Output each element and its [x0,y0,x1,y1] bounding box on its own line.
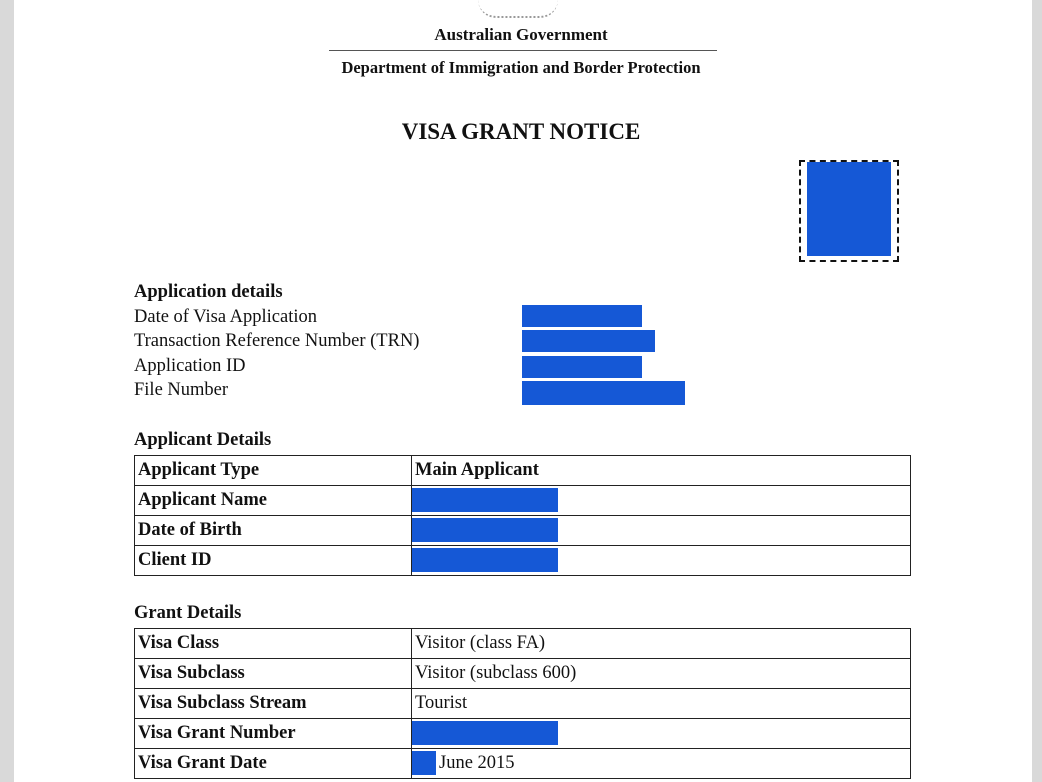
row-value: Main Applicant [411,455,911,486]
table-row: Client ID [134,545,911,576]
coat-of-arms-logo [478,0,558,18]
label-file-number: File Number [134,380,229,400]
redacted-applicant-name [412,488,558,512]
row-value [411,485,911,516]
row-label: Visa Grant Number [134,718,412,749]
row-label: Visa Subclass [134,658,412,689]
photo-placeholder-redacted [799,160,899,262]
redacted-trn [522,330,655,352]
table-row: Applicant Type Main Applicant [134,455,911,486]
row-label: Visa Subclass Stream [134,688,412,719]
row-label: Visa Class [134,628,412,659]
redacted-date-of-birth [412,518,558,542]
department-name: Department of Immigration and Border Pro… [341,58,701,77]
table-row: Visa Class Visitor (class FA) [134,628,911,659]
row-value [411,718,911,749]
table-row: Visa Grant Date June 2015 [134,748,911,779]
table-row: Visa Subclass Visitor (subclass 600) [134,658,911,689]
row-label: Client ID [134,545,412,576]
label-application-id: Application ID [134,356,246,376]
government-name: Australian Government [434,25,608,44]
redacted-client-id [412,548,558,572]
row-value [411,515,911,546]
grant-details-heading: Grant Details [134,603,242,623]
row-value: Visitor (subclass 600) [411,658,911,689]
row-value: Tourist [411,688,911,719]
grant-details-table: Visa Class Visitor (class FA) Visa Subcla… [134,628,911,779]
application-details-heading: Application details [134,282,283,302]
label-trn: Transaction Reference Number (TRN) [134,331,420,351]
label-date-of-application: Date of Visa Application [134,307,317,327]
redacted-application-id [522,356,642,378]
redacted-date [522,305,642,327]
applicant-details-heading: Applicant Details [134,430,272,450]
redacted-grant-number [412,721,558,745]
table-row: Date of Birth [134,515,911,546]
row-label: Applicant Name [134,485,412,516]
redacted-grant-day [412,751,436,775]
grant-date-text: June 2015 [439,753,515,773]
row-value: June 2015 [411,748,911,779]
header-divider [329,50,717,51]
table-row: Visa Grant Number [134,718,911,749]
table-row: Applicant Name [134,485,911,516]
page-title: VISA GRANT NOTICE [401,119,641,144]
table-row: Visa Subclass Stream Tourist [134,688,911,719]
row-label: Visa Grant Date [134,748,412,779]
redacted-file-number [522,381,685,405]
applicant-details-table: Applicant Type Main Applicant Applicant N… [134,455,911,576]
row-label: Date of Birth [134,515,412,546]
row-value [411,545,911,576]
row-value: Visitor (class FA) [411,628,911,659]
row-label: Applicant Type [134,455,412,486]
